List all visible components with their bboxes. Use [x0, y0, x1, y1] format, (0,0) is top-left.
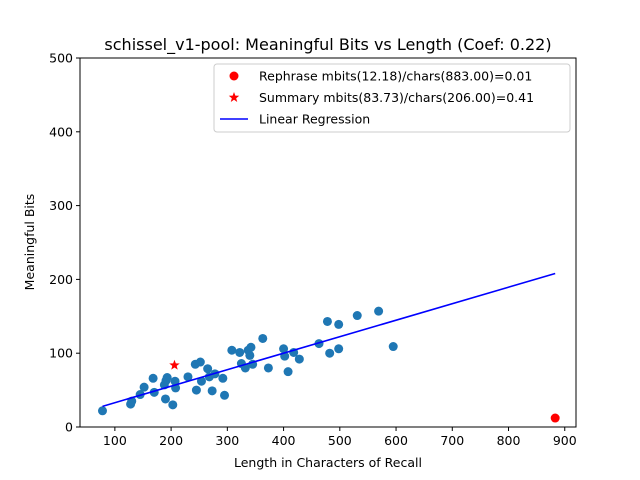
data-point — [227, 345, 237, 355]
y-axis: 0 100 200 300 400 500 — [49, 51, 80, 435]
y-tick-label: 400 — [49, 124, 73, 139]
data-point — [325, 348, 335, 358]
data-point — [263, 363, 273, 373]
data-point — [352, 311, 362, 321]
data-point — [220, 390, 230, 400]
chart-title: schissel_v1-pool: Meaningful Bits vs Len… — [104, 35, 551, 55]
data-point — [235, 347, 245, 357]
data-point — [258, 333, 268, 343]
plot-area — [97, 272, 560, 423]
data-point — [191, 385, 201, 395]
y-tick-label: 0 — [65, 420, 73, 435]
data-point — [168, 400, 178, 410]
data-point — [170, 376, 180, 386]
data-point — [183, 372, 193, 382]
legend-circle-swatch — [229, 71, 239, 81]
data-point — [195, 357, 205, 367]
legend-star-swatch — [228, 92, 240, 102]
x-tick-label: 800 — [497, 433, 521, 448]
data-point — [279, 344, 289, 354]
summary-point — [169, 359, 180, 370]
legend-label: Linear Regression — [259, 112, 370, 127]
x-tick-label: 700 — [440, 433, 464, 448]
data-point — [97, 406, 107, 416]
y-tick-label: 300 — [49, 198, 73, 213]
x-tick-label: 500 — [328, 433, 352, 448]
data-point — [162, 373, 172, 383]
legend-box — [213, 63, 571, 133]
y-tick-label: 200 — [49, 272, 73, 287]
data-point — [246, 342, 256, 352]
y-axis-label: Meaningful Bits — [22, 194, 37, 291]
data-point — [196, 376, 206, 386]
x-tick-label: 100 — [103, 433, 127, 448]
legend-label: Summary mbits(83.73)/chars(206.00)=0.41 — [259, 90, 534, 105]
x-tick-label: 400 — [272, 433, 296, 448]
regression-line — [102, 272, 556, 408]
x-tick-label: 600 — [384, 433, 408, 448]
data-point — [218, 373, 228, 383]
data-point — [283, 367, 293, 377]
data-point — [334, 319, 344, 329]
rephrase-point — [550, 413, 560, 423]
x-tick-label: 900 — [553, 433, 577, 448]
data-point — [388, 342, 398, 352]
x-tick-label: 200 — [159, 433, 183, 448]
data-point — [139, 382, 149, 392]
data-point — [160, 394, 170, 404]
x-tick-label: 300 — [215, 433, 239, 448]
data-point — [245, 350, 255, 360]
y-tick-label: 500 — [49, 51, 73, 66]
data-point — [334, 344, 344, 354]
x-axis: 100 200 300 400 500 600 700 800 900 — [103, 427, 577, 448]
data-point — [294, 354, 304, 364]
data-point — [148, 373, 158, 383]
data-point — [374, 306, 384, 316]
y-tick-label: 100 — [49, 346, 73, 361]
legend: Rephrase mbits(12.18)/chars(883.00)=0.01… — [213, 63, 571, 133]
data-point — [207, 386, 217, 396]
data-point — [203, 364, 213, 374]
data-point — [322, 316, 332, 326]
plot-frame — [79, 57, 577, 428]
x-axis-label: Length in Characters of Recall — [234, 455, 422, 470]
legend-label: Rephrase mbits(12.18)/chars(883.00)=0.01 — [259, 69, 532, 84]
